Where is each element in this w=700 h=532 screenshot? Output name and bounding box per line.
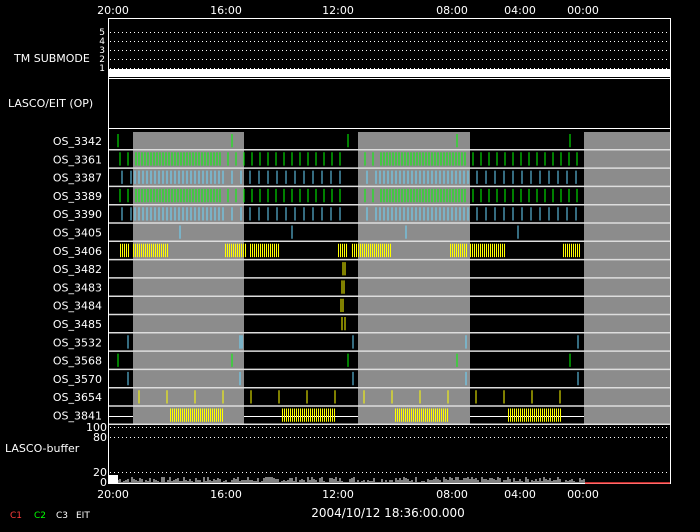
- buffer-level-label: 80: [93, 431, 107, 444]
- buffer-level-label: 0: [100, 476, 107, 489]
- tm-level-label: 2: [99, 55, 105, 65]
- bottom-axis: 20:00 16:00 12:00 08:00 04:00 00:00: [97, 488, 599, 501]
- bottom-tick-label: 08:00: [436, 488, 468, 501]
- os-row-label: OS_3387: [53, 172, 102, 185]
- os-row-label: OS_3532: [53, 336, 102, 349]
- os-row-label: OS_3361: [53, 153, 102, 166]
- buffer-initial-fill: [109, 475, 118, 483]
- legend-c3: C3: [56, 511, 68, 521]
- top-tick-label: 20:00: [97, 4, 129, 17]
- os-row-label: OS_3483: [53, 281, 102, 294]
- buffer-level-label: 20: [93, 466, 107, 479]
- bottom-tick-label: 00:00: [567, 488, 599, 501]
- os-row-label: OS_3654: [53, 391, 102, 404]
- tm-submode-level-bar: [109, 69, 670, 77]
- lasco-eit-label: LASCO/EIT (OP): [8, 97, 93, 110]
- bottom-tick-label: 16:00: [210, 488, 242, 501]
- top-tick-label: 00:00: [567, 4, 599, 17]
- os-row-label: OS_3389: [53, 190, 102, 203]
- buffer-level-trace: [109, 475, 670, 484]
- os-row-label: OS_3405: [53, 227, 102, 240]
- top-axis: 20:00 16:00 12:00 08:00 04:00 00:00: [97, 4, 599, 17]
- top-tick-label: 12:00: [322, 4, 354, 17]
- os-row-label: OS_3390: [53, 208, 102, 221]
- tm-level-label: 3: [99, 46, 105, 56]
- bottom-tick-label: 04:00: [504, 488, 536, 501]
- legend-c1: C1: [10, 511, 22, 521]
- os-row-label: OS_3342: [53, 135, 102, 148]
- tm-level-label: 1: [99, 64, 105, 74]
- legend-c2: C2: [34, 511, 46, 521]
- buffer-level-label: 100: [86, 421, 107, 434]
- os-rows: OS_3342 OS_3361 OS_3387 OS_3389 OS_3390 OS_34…: [53, 135, 670, 426]
- detector-legend: C1 C2 C3 EIT: [10, 511, 90, 521]
- os-row-label: OS_3482: [53, 263, 102, 276]
- os-row-label: OS_3570: [53, 373, 102, 386]
- tm-level-label: 4: [99, 37, 105, 47]
- top-tick-label: 08:00: [436, 4, 468, 17]
- os-row-label: OS_3841: [53, 410, 102, 423]
- os-row-label: OS_3406: [53, 245, 102, 258]
- os-row-label: OS_3568: [53, 355, 102, 368]
- os-event-marks: [117, 134, 580, 422]
- os-row-label: OS_3484: [53, 300, 102, 313]
- legend-eit: EIT: [76, 511, 90, 521]
- tm-level-label: 5: [99, 28, 105, 38]
- top-tick-label: 16:00: [210, 4, 242, 17]
- plot-timestamp: 2004/10/12 18:36:00.000: [311, 506, 465, 520]
- os-row-label: OS_3485: [53, 318, 102, 331]
- lasco-buffer-label: LASCO-buffer: [5, 442, 80, 455]
- top-tick-label: 04:00: [504, 4, 536, 17]
- tm-submode-label: TM SUBMODE: [13, 52, 90, 65]
- bottom-tick-label: 12:00: [322, 488, 354, 501]
- bottom-tick-label: 20:00: [97, 488, 129, 501]
